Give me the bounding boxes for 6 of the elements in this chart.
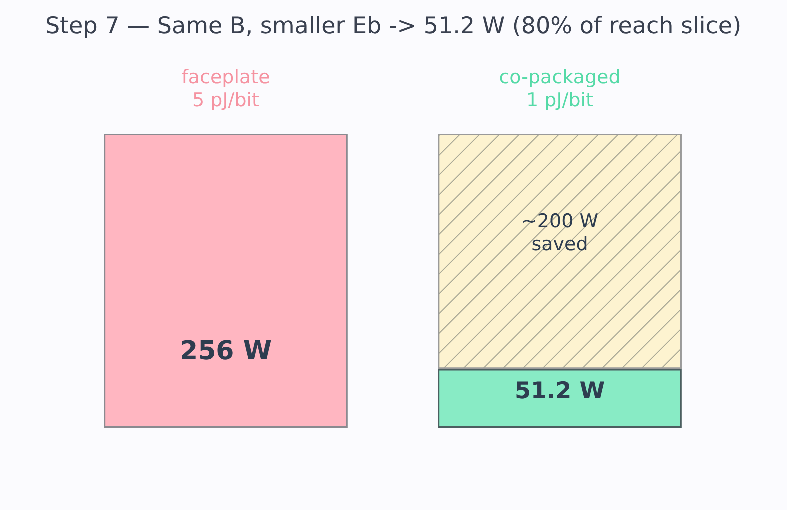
- data-label: 256 W: [180, 336, 272, 367]
- chart-title: Step 7 — Same B, smaller Eb -> 51.2 W (80% of reach slice): [45, 14, 742, 40]
- x-tick-label: faceplate 5 pJ/bit: [182, 66, 270, 112]
- data-label: 51.2 W: [514, 378, 606, 405]
- x-tick-label: co-packaged 1 pJ/bit: [499, 66, 621, 112]
- annotation: ~200 W saved: [521, 210, 599, 256]
